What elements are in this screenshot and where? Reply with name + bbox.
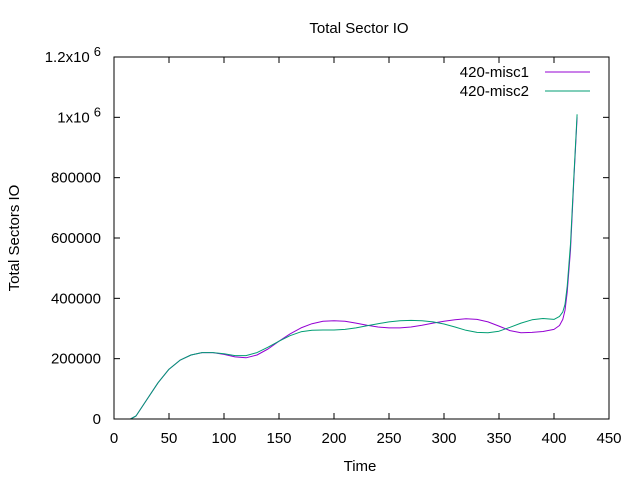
x-tick-label: 400 bbox=[541, 430, 566, 447]
y-tick-label-base: 1x10 bbox=[57, 109, 90, 126]
y-axis-ticks: 0 200000 400000 600000 800000 1x10 6 1.2x10 6 bbox=[45, 44, 609, 428]
y-tick-label: 0 bbox=[93, 411, 101, 428]
y-tick-label: 200000 bbox=[51, 351, 101, 368]
y-tick-label: 400000 bbox=[51, 290, 101, 307]
y-axis-label: Total Sectors IO bbox=[6, 185, 23, 292]
x-tick-label: 150 bbox=[266, 430, 291, 447]
y-tick-label-base: 600000 bbox=[51, 230, 101, 247]
series-line-2 bbox=[130, 114, 578, 420]
y-tick-label-base: 400000 bbox=[51, 290, 101, 307]
x-tick-label: 0 bbox=[110, 430, 118, 447]
x-tick-label: 100 bbox=[211, 430, 236, 447]
x-tick-label: 250 bbox=[376, 430, 401, 447]
series-lines bbox=[130, 114, 578, 420]
y-tick-label-base: 0 bbox=[93, 411, 101, 428]
y-tick-label: 800000 bbox=[51, 170, 101, 187]
x-tick-label: 450 bbox=[596, 430, 621, 447]
series-line-1 bbox=[130, 117, 578, 420]
x-tick-label: 200 bbox=[321, 430, 346, 447]
legend: 420-misc1 420-misc2 bbox=[460, 64, 590, 100]
chart-title: Total Sector IO bbox=[309, 20, 408, 37]
y-tick-label: 600000 bbox=[51, 230, 101, 247]
x-tick-label: 300 bbox=[431, 430, 456, 447]
legend-label: 420-misc1 bbox=[460, 64, 529, 81]
y-tick-label-base: 800000 bbox=[51, 170, 101, 187]
y-tick-label-base: 1.2x10 bbox=[45, 49, 90, 66]
y-tick-label: 1x10 6 bbox=[57, 104, 101, 126]
x-tick-label: 50 bbox=[161, 430, 178, 447]
x-axis-ticks: 0 50 100 150 200 250 300 350 400 450 bbox=[110, 57, 622, 447]
y-tick-label-exponent: 6 bbox=[94, 44, 101, 59]
y-tick-label: 1.2x10 6 bbox=[45, 44, 101, 66]
x-tick-label: 350 bbox=[486, 430, 511, 447]
y-tick-label-exponent: 6 bbox=[94, 104, 101, 119]
y-tick-label-base: 200000 bbox=[51, 351, 101, 368]
x-axis-label: Time bbox=[344, 458, 377, 475]
plot-frame bbox=[113, 56, 610, 420]
legend-label: 420-misc2 bbox=[460, 83, 529, 100]
